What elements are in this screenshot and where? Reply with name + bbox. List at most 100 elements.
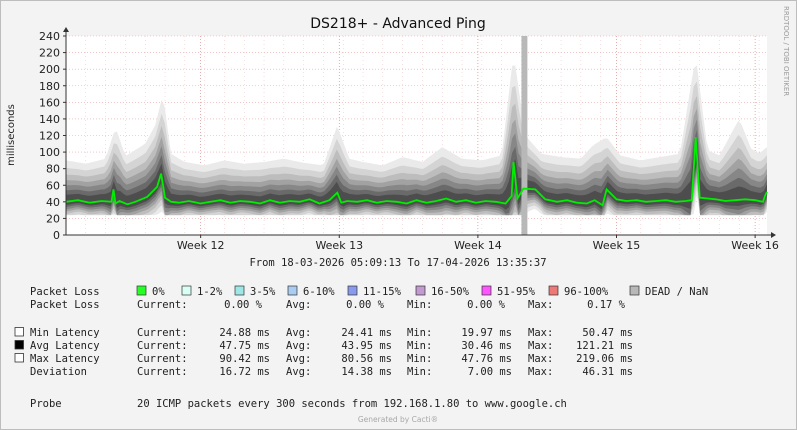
latency-cell: Max: [528, 340, 553, 352]
packet-loss-min-label: Min: [407, 299, 432, 311]
probe-text: 20 ICMP packets every 300 seconds from 1… [137, 398, 567, 410]
latency-cell: Avg: [286, 366, 311, 378]
latency-cell: Min: [407, 353, 432, 365]
y-tick-label: 220 [39, 47, 60, 60]
latency-cell: 90.42 ms [219, 353, 270, 365]
packet-loss-stats: Packet Loss Current: 0.00 % Avg: 0.00 % … [30, 299, 626, 311]
x-axis-arrow [771, 232, 776, 238]
dead-nan-column [521, 36, 528, 235]
packet-loss-current-label: Current: [137, 299, 188, 311]
latency-cell: Avg Latency [30, 340, 100, 352]
latency-cell: 219.06 ms [576, 353, 633, 365]
packet-loss-legend: Packet Loss 0% 1-2% 3-5% 6-10% 11-15% 16-50% 5… [30, 285, 708, 298]
latency-cell: 121.21 ms [576, 340, 633, 352]
loss-legend-label: 51-95% [497, 286, 536, 298]
latency-band [66, 140, 767, 210]
date-range: From 18-03-2026 05:09:13 To 17-04-2026 1… [249, 257, 546, 269]
loss-legend-swatch [481, 285, 492, 296]
loss-legend-swatch [347, 285, 358, 296]
latency-cell: 14.38 ms [341, 366, 392, 378]
latency-cell: 50.47 ms [582, 327, 633, 339]
latency-cell: 19.97 ms [461, 327, 512, 339]
latency-stats: Min Latency Current: 24.88 ms Avg: 24.41 ms M… [14, 327, 633, 378]
y-tick-label: 0 [53, 229, 60, 242]
axes [63, 27, 776, 238]
x-tick-label: Week 13 [315, 239, 363, 252]
latency-cell: Deviation [30, 366, 87, 378]
y-tick-label: 120 [39, 130, 60, 143]
loss-legend-swatch [629, 285, 640, 296]
latency-cell: Min: [407, 366, 432, 378]
x-tick-labels: Week 12 Week 13 Week 14 Week 15 Week 16 [177, 235, 779, 252]
latency-cell: 30.46 ms [461, 340, 512, 352]
loss-legend-label: 96-100% [564, 286, 609, 298]
latency-cell: Avg: [286, 353, 311, 365]
latency-cell: 47.76 ms [461, 353, 512, 365]
loss-legend-swatch [181, 285, 192, 296]
latency-cell: Max: [528, 327, 553, 339]
latency-cell: 16.72 ms [219, 366, 270, 378]
loss-legend-label: 1-2% [197, 286, 223, 298]
latency-cell: Current: [137, 366, 188, 378]
latency-swatch [14, 327, 24, 337]
y-tick-label: 60 [46, 179, 60, 192]
y-axis-arrow [63, 27, 69, 32]
packet-loss-current-value: 0.00 % [224, 299, 263, 311]
packet-loss-label: Packet Loss [30, 286, 100, 298]
latency-cell: 24.88 ms [219, 327, 270, 339]
generated-by: Generated by Cacti® [358, 415, 438, 424]
latency-cell: 46.31 ms [582, 366, 633, 378]
x-tick-label: Week 12 [177, 239, 225, 252]
loss-legend-label: 11-15% [363, 286, 402, 298]
y-tick-label: 100 [39, 146, 60, 159]
y-tick-label: 140 [39, 113, 60, 126]
latency-cell: Min: [407, 327, 432, 339]
latency-cell: Avg: [286, 327, 311, 339]
packet-loss-avg-label: Avg: [286, 299, 311, 311]
loss-legend-label: DEAD / NaN [645, 286, 708, 298]
y-tick-labels: 0 20 40 60 80 100 120 140 160 180 200 220 240 [39, 30, 66, 242]
y-tick-label: 180 [39, 80, 60, 93]
avg-latency-line [65, 137, 768, 207]
x-tick-label: Week 15 [593, 239, 641, 252]
latency-cell: 47.75 ms [219, 340, 270, 352]
y-tick-label: 40 [46, 196, 60, 209]
y-tick-label: 160 [39, 96, 60, 109]
packet-loss-max-label: Max: [528, 299, 553, 311]
rrdtool-credit: RRDTOOL / TOBI OETIKER [782, 6, 790, 96]
loss-legend-label: 6-10% [303, 286, 335, 298]
series-lines [65, 137, 768, 207]
loss-legend-swatch [548, 285, 559, 296]
loss-legend-label: 16-50% [431, 286, 470, 298]
plot-area: 0 20 40 60 80 100 120 140 160 180 200 220 240 Week 1… [39, 27, 779, 252]
y-tick-label: 20 [46, 212, 60, 225]
dead-band [521, 36, 528, 235]
packet-loss-stats-label: Packet Loss [30, 299, 100, 311]
latency-cell: 24.41 ms [341, 327, 392, 339]
x-tick-label: Week 16 [731, 239, 779, 252]
latency-cell: 80.56 ms [341, 353, 392, 365]
x-tick-label: Week 14 [454, 239, 502, 252]
loss-legend-swatch [234, 285, 245, 296]
loss-legend-label: 3-5% [250, 286, 276, 298]
loss-legend-swatch [136, 285, 147, 296]
latency-cell: 7.00 ms [468, 366, 512, 378]
chart-title: DS218+ - Advanced Ping [310, 16, 485, 32]
latency-swatch [14, 353, 24, 363]
latency-cell: Max: [528, 353, 553, 365]
loss-legend-label: 0% [152, 286, 165, 298]
packet-loss-avg-value: 0.00 % [346, 299, 385, 311]
y-axis-label: milliseconds [6, 104, 17, 166]
latency-cell: Current: [137, 327, 188, 339]
probe-label: Probe [30, 398, 62, 410]
packet-loss-min-value: 0.00 % [467, 299, 506, 311]
latency-cell: Max Latency [30, 353, 100, 365]
y-tick-label: 80 [46, 163, 60, 176]
y-tick-label: 200 [39, 63, 60, 76]
packet-loss-max-value: 0.17 % [587, 299, 626, 311]
probe-info: Probe 20 ICMP packets every 300 seconds … [30, 398, 567, 410]
latency-cell: Min Latency [30, 327, 100, 339]
latency-cell: Min: [407, 340, 432, 352]
latency-swatch [14, 340, 24, 350]
